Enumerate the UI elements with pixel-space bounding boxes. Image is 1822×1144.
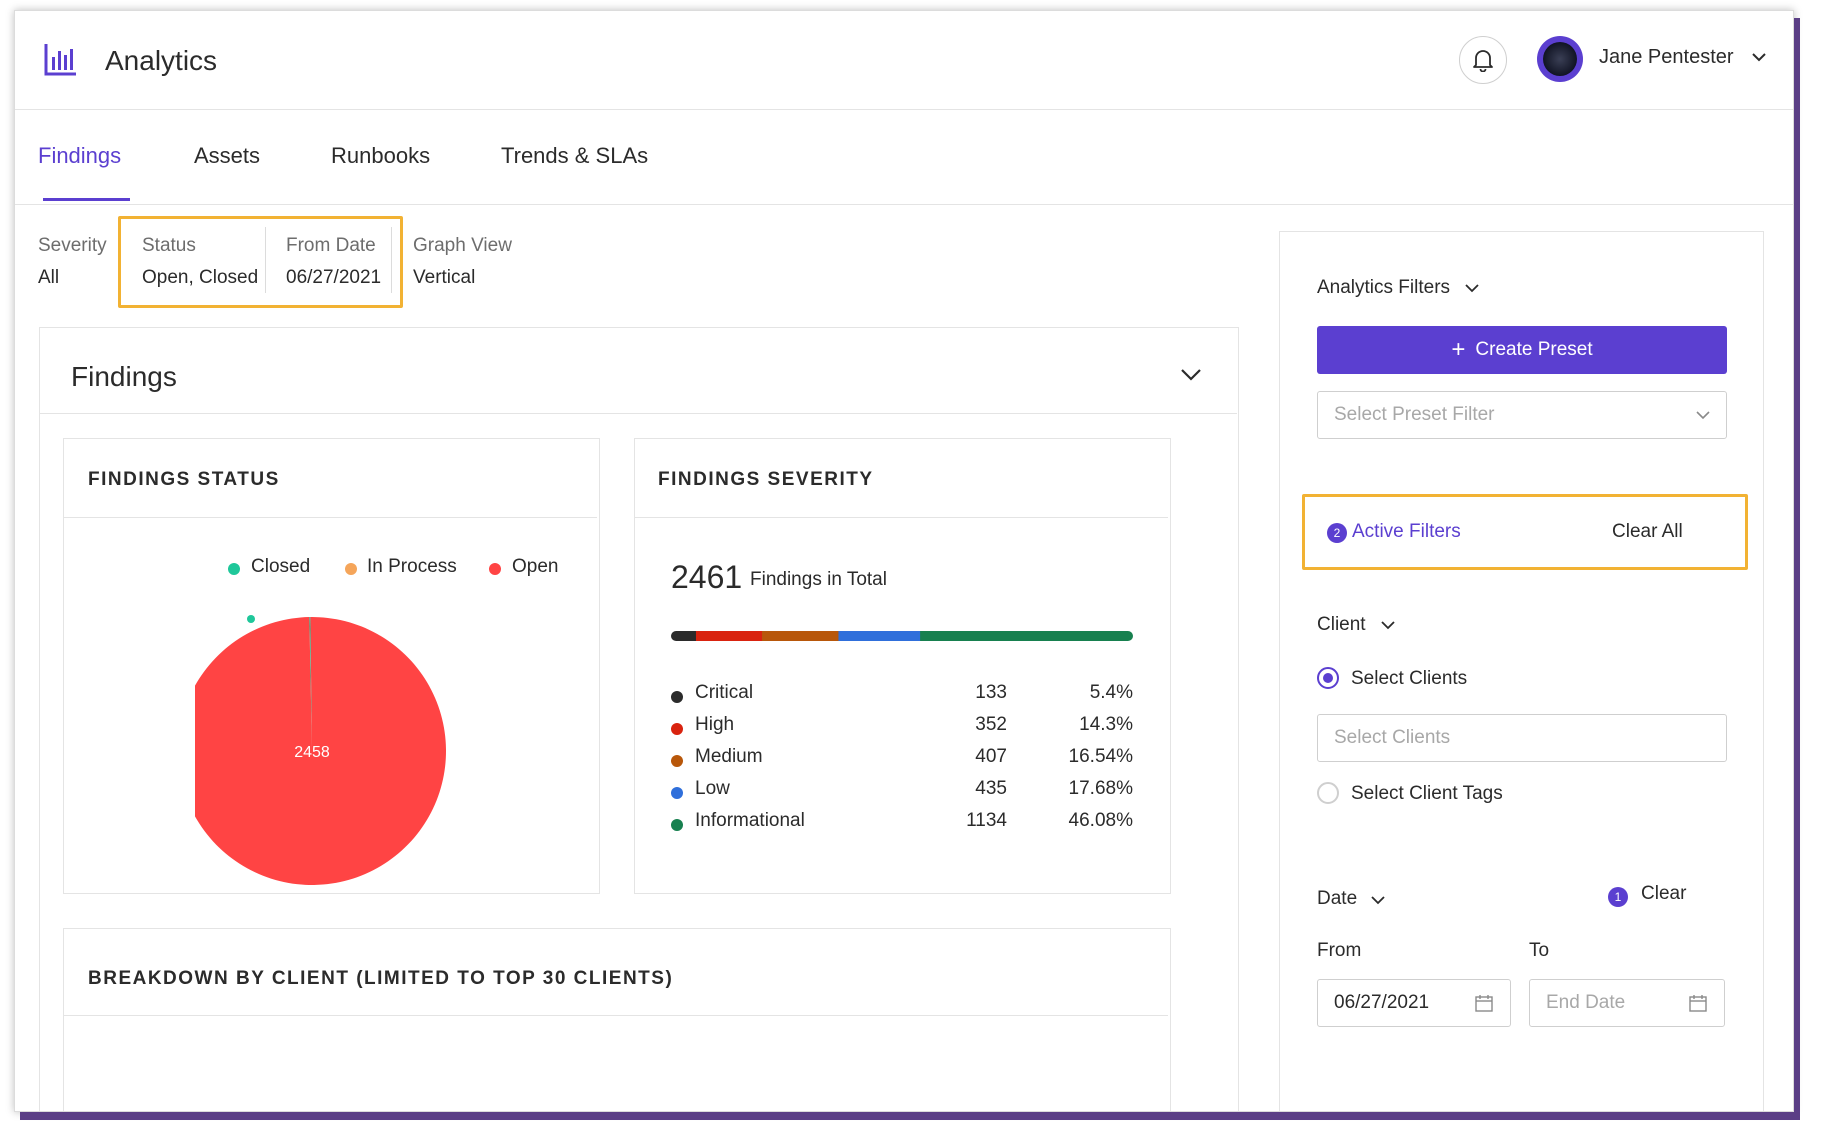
tab-findings[interactable]: Findings — [38, 143, 122, 168]
chevron-down-icon[interactable] — [1751, 51, 1767, 63]
severity-row-high: High 352 14.3% — [671, 714, 1133, 744]
findings-severity-title: FINDINGS SEVERITY — [658, 469, 874, 490]
tab-bar: Findings Assets Runbooks Trends & SLAs — [15, 109, 1793, 205]
findings-severity-card — [634, 438, 1171, 894]
bell-icon — [1473, 50, 1493, 72]
findings-section-title: Findings — [71, 361, 177, 392]
select-clients-input[interactable]: Select Clients — [1317, 714, 1727, 762]
from-date-input[interactable]: 06/27/2021 — [1317, 979, 1511, 1027]
tab-trends-slas[interactable]: Trends & SLAs — [501, 143, 649, 168]
preset-filter-select[interactable]: Select Preset Filter — [1317, 391, 1727, 439]
highlight-box — [1302, 494, 1748, 570]
findings-status-title: FINDINGS STATUS — [88, 469, 280, 490]
date-clear-button[interactable]: Clear — [1641, 883, 1687, 904]
divider — [39, 413, 1237, 414]
chevron-down-icon — [1696, 411, 1710, 420]
legend-in-process-dot — [345, 563, 357, 575]
summary-divider — [391, 227, 392, 293]
select-clients-radio-label[interactable]: Select Clients — [1351, 668, 1468, 689]
summary-divider — [265, 227, 266, 293]
severity-bar-segment-medium — [762, 631, 839, 641]
divider — [635, 517, 1168, 518]
date-filter-count-badge: 1 — [1608, 887, 1628, 907]
clear-all-button[interactable]: Clear All — [1612, 521, 1683, 542]
total-findings-label: Findings in Total — [750, 569, 887, 590]
end-date-input[interactable]: End Date — [1529, 979, 1725, 1027]
critical-dot — [671, 691, 683, 703]
legend-open-dot — [489, 563, 501, 575]
severity-row-informational: Informational 1134 46.08% — [671, 810, 1133, 840]
pie-slice-open[interactable] — [195, 617, 446, 885]
active-tab-indicator — [43, 198, 130, 201]
notifications-button[interactable] — [1459, 36, 1507, 84]
select-client-tags-radio[interactable] — [1317, 782, 1339, 804]
tab-assets[interactable]: Assets — [194, 143, 261, 168]
date-filter-label[interactable]: Date — [1317, 888, 1358, 909]
severity-row-low: Low 435 17.68% — [671, 778, 1133, 808]
low-dot — [671, 787, 683, 799]
severity-bar-segment-low — [838, 631, 921, 641]
calendar-icon[interactable] — [1474, 993, 1494, 1013]
pie-slice-closed[interactable] — [309, 617, 312, 751]
summary-graph-view: Graph View Vertical — [413, 235, 512, 288]
chevron-down-icon[interactable] — [1381, 620, 1395, 630]
app-window: Analytics Jane Pentester Findings Assets… — [14, 10, 1794, 1112]
severity-distribution-bar — [671, 631, 1133, 641]
total-findings-count: 2461 — [671, 559, 743, 595]
analytics-filters-title[interactable]: Analytics Filters — [1317, 277, 1451, 298]
user-avatar[interactable] — [1537, 36, 1583, 82]
summary-status: Status Open, Closed — [142, 235, 259, 288]
to-date-label: To — [1529, 940, 1550, 961]
create-preset-button[interactable]: + Create Preset — [1317, 326, 1727, 374]
high-dot — [671, 723, 683, 735]
analytics-bar-chart-icon — [44, 44, 76, 76]
chevron-down-icon[interactable] — [1180, 367, 1202, 383]
severity-bar-segment-informational — [920, 631, 1133, 641]
legend-closed-label[interactable]: Closed — [251, 556, 311, 577]
summary-severity: Severity All — [38, 235, 107, 288]
breakdown-by-client-title: BREAKDOWN BY CLIENT (LIMITED TO TOP 30 C… — [88, 968, 674, 989]
pie-slice-closed-marker — [247, 615, 255, 623]
summary-from-date: From Date 06/27/2021 — [286, 235, 382, 288]
pie-data-label: 2458 — [294, 744, 330, 761]
severity-row-medium: Medium 407 16.54% — [671, 746, 1133, 776]
active-filters-count-badge: 2 — [1327, 523, 1347, 543]
findings-status-pie-chart: 2458 — [195, 615, 446, 885]
severity-row-critical: Critical 133 5.4% — [671, 682, 1133, 712]
legend-closed-dot — [228, 563, 240, 575]
user-name[interactable]: Jane Pentester — [1599, 46, 1734, 68]
select-clients-radio[interactable] — [1317, 667, 1339, 689]
plus-icon: + — [1451, 336, 1466, 363]
divider — [64, 1015, 1168, 1016]
chevron-down-icon[interactable] — [1371, 895, 1385, 905]
informational-dot — [671, 819, 683, 831]
top-bar: Analytics Jane Pentester — [15, 11, 1793, 110]
calendar-icon[interactable] — [1688, 993, 1708, 1013]
medium-dot — [671, 755, 683, 767]
legend-in-process-label[interactable]: In Process — [367, 556, 457, 577]
highlight-box — [118, 216, 403, 308]
severity-bar-segment-high — [695, 631, 763, 641]
tab-runbooks[interactable]: Runbooks — [331, 143, 431, 168]
select-client-tags-radio-label[interactable]: Select Client Tags — [1351, 783, 1503, 804]
active-filters-link[interactable]: Active Filters — [1352, 521, 1461, 542]
breakdown-by-client-card — [63, 928, 1171, 1111]
divider — [64, 517, 597, 518]
from-date-label: From — [1317, 940, 1362, 961]
chevron-down-icon[interactable] — [1465, 283, 1479, 293]
app-title: Analytics — [105, 45, 218, 76]
legend-open-label[interactable]: Open — [512, 556, 559, 577]
analytics-filters-panel — [1279, 231, 1764, 1111]
severity-bar-segment-critical — [671, 631, 697, 641]
client-filter-label[interactable]: Client — [1317, 614, 1366, 635]
